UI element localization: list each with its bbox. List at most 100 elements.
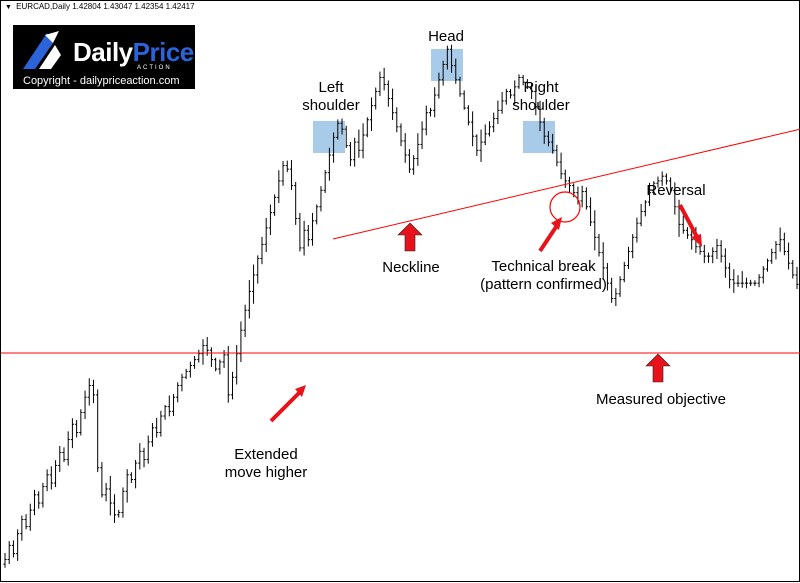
- ohlc-bar: [121, 487, 125, 518]
- technical-break-circle: [549, 191, 581, 223]
- ohlc-bar: [201, 339, 205, 365]
- logo-subtitle: ACTION: [137, 65, 172, 71]
- ohlc-bar: [466, 105, 471, 126]
- ohlc-bar: [256, 255, 260, 284]
- ohlc-bar: [433, 87, 437, 118]
- ohlc-bar: [660, 171, 664, 186]
- ohlc-bar: [791, 259, 795, 279]
- ohlc-bar: [100, 462, 104, 498]
- logo-brand-main: Daily: [73, 37, 133, 67]
- left-shoulder-highlight: [313, 121, 345, 153]
- symbol-header: ▼ EURCAD,Daily 1.42804 1.43047 1.42354 1…: [5, 2, 195, 11]
- ohlc-bar: [500, 92, 504, 114]
- ohlc-bar: [462, 90, 466, 110]
- ohlc-bar: [605, 263, 610, 291]
- ohlc-bar: [230, 371, 235, 400]
- ohlc-bar: [597, 233, 601, 257]
- ohlc-bar: [753, 280, 757, 287]
- dropdown-triangle-icon[interactable]: ▼: [5, 4, 12, 11]
- ohlc-bar: [66, 431, 70, 466]
- ohlc-bar: [538, 100, 542, 132]
- ohlc-bar: [41, 482, 45, 508]
- ohlc-bar: [289, 160, 294, 191]
- ohlc-bar: [32, 489, 37, 516]
- ohlc-bar: [294, 182, 298, 225]
- ohlc-bar: [62, 447, 66, 463]
- ohlc-bar: [563, 169, 567, 189]
- ohlc-bar: [492, 112, 496, 133]
- ohlc-bar: [104, 482, 108, 502]
- ohlc-bar: [184, 368, 188, 380]
- ohlc-bar: [298, 212, 302, 252]
- ohlc-bar: [774, 241, 778, 260]
- ohlc-bar: [395, 107, 399, 133]
- ohlc-bar: [702, 244, 706, 264]
- ohlc-bar: [273, 194, 277, 216]
- ohlc-bar: [727, 262, 732, 289]
- neckline-line: [332, 128, 800, 240]
- logo-wordmark: DailyPrice: [73, 37, 194, 68]
- ohlc-bar: [142, 447, 146, 468]
- ohlc-bar: [437, 72, 441, 99]
- ohlc-bar: [555, 144, 559, 167]
- ohlc-bar: [319, 186, 323, 212]
- ohlc-bar: [622, 261, 626, 283]
- ohlc-bar: [441, 60, 445, 86]
- ohlc-bar: [53, 460, 58, 488]
- ohlc-bar: [504, 88, 508, 105]
- ohlc-bar: [197, 349, 201, 363]
- ohlc-bars: [3, 44, 799, 568]
- ohlc-bar: [239, 321, 243, 363]
- ohlc-bar: [757, 274, 761, 288]
- measured-objective-arrow: [645, 353, 671, 383]
- ohlc-bar: [264, 217, 268, 253]
- ohlc-bar: [155, 417, 159, 438]
- ohlc-bar: [723, 248, 727, 278]
- ohlc-bar: [656, 176, 660, 188]
- ohlc-bar: [133, 459, 138, 489]
- symbol-label: EURCAD,Daily: [16, 2, 70, 11]
- ohlc-bar: [706, 252, 711, 263]
- measured-objective-label: Measured objective: [595, 391, 727, 408]
- ohlc-bar: [483, 124, 487, 146]
- ohlc-bar: [378, 71, 382, 97]
- ohlc-bar: [336, 119, 340, 140]
- ohlc-bar: [407, 149, 412, 173]
- left-shoulder-label: Left shoulder: [302, 79, 360, 114]
- ohlc-bar: [327, 147, 331, 181]
- ohlc-bar: [584, 187, 588, 210]
- ohlc-bar: [96, 389, 100, 473]
- ohlc-bar: [146, 435, 150, 464]
- ohlc-bar: [138, 443, 142, 470]
- ohlc-bar: [315, 204, 319, 225]
- ohlc-bar: [403, 133, 407, 163]
- ohlc-bar: [542, 117, 546, 144]
- ohlc-bar: [382, 67, 386, 91]
- ohlc-bar: [588, 197, 593, 227]
- ohlc-bar: [795, 266, 799, 290]
- ohlc-bar: [331, 132, 336, 163]
- ohlc-bar: [192, 355, 197, 369]
- ohlc-bar: [20, 515, 24, 541]
- ohlc-bar: [24, 514, 28, 530]
- ohlc-bar: [117, 509, 121, 518]
- ohlc-bar: [129, 472, 133, 483]
- extended-move-arrow: [269, 385, 306, 423]
- ohlc-bar: [323, 170, 327, 193]
- ohlc-bar: [7, 541, 11, 565]
- ohlc-bar: [45, 469, 49, 492]
- ohlc-bar: [176, 382, 180, 403]
- ohlc-bar: [150, 422, 155, 447]
- ohlc-bar: [626, 246, 631, 270]
- ohlc-bar: [361, 123, 365, 159]
- ohlc-values: 1.42804 1.43047 1.42354 1.42417: [72, 2, 195, 11]
- ohlc-bar: [260, 236, 264, 265]
- ohlc-bar: [386, 80, 390, 107]
- ohlc-bar: [715, 238, 719, 260]
- copyright-text: Copyright - dailypriceaction.com: [23, 75, 180, 87]
- ohlc-bar: [458, 76, 462, 97]
- ohlc-bar: [209, 347, 214, 368]
- ohlc-bar: [559, 152, 563, 180]
